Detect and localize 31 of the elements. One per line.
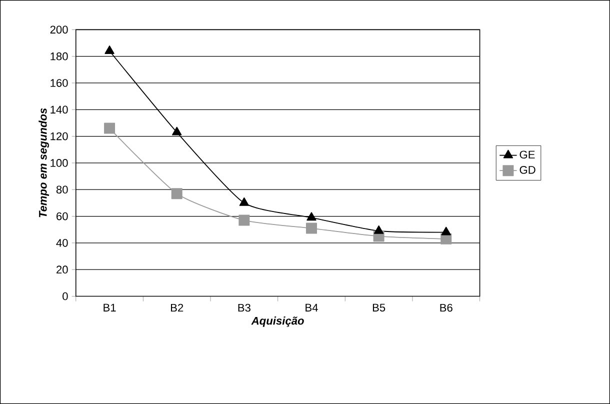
x-tick-label: B2 <box>171 304 184 312</box>
point <box>374 225 384 234</box>
point <box>239 197 249 206</box>
point <box>104 45 114 54</box>
point <box>306 212 316 221</box>
legend-label: GE <box>520 150 535 159</box>
y-tick-label: 200 <box>50 26 68 34</box>
point <box>172 126 182 136</box>
y-axis-title: Tempo em segundos <box>38 108 49 218</box>
point <box>171 188 182 200</box>
y-tick-label: 120 <box>50 132 68 140</box>
legend-label: GD <box>520 166 536 174</box>
y-tick-label: 140 <box>50 106 68 114</box>
y-tick-label: 60 <box>56 212 68 220</box>
point <box>104 122 116 134</box>
x-tick-label: B1 <box>104 304 116 312</box>
x-tick-label: B4 <box>306 304 318 312</box>
y-tick-label: 20 <box>56 266 68 274</box>
y-tick-label: 100 <box>50 159 68 167</box>
y-tick-label: 160 <box>50 79 68 87</box>
y-tick-label: 180 <box>50 52 68 60</box>
x-tick-label: B3 <box>238 304 250 312</box>
point <box>441 226 451 236</box>
x-tick-label: B5 <box>372 304 386 312</box>
y-tick-label: 0 <box>62 292 68 300</box>
point <box>238 214 250 226</box>
x-tick-label: B6 <box>440 304 452 312</box>
y-tick-label: 40 <box>56 239 68 247</box>
y-tick-label: 80 <box>56 186 68 194</box>
x-axis-title: Aquisição <box>251 316 304 327</box>
point <box>306 222 317 234</box>
